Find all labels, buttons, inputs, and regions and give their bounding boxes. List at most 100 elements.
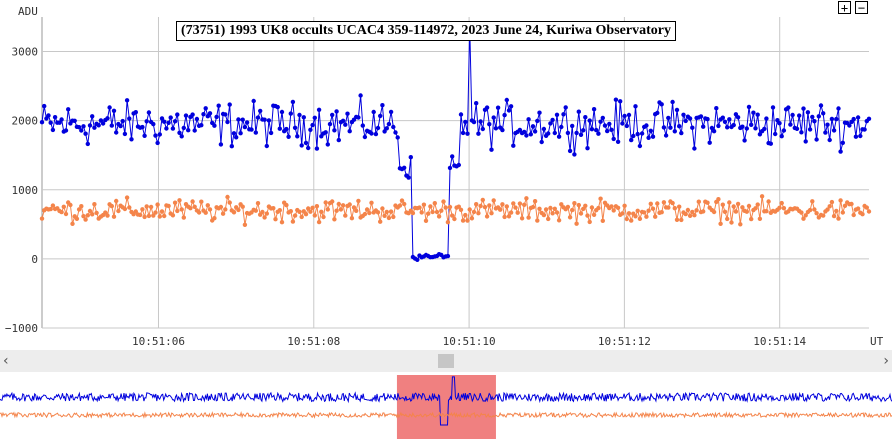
data-point — [794, 126, 800, 131]
data-point — [836, 216, 841, 221]
scroll-right-icon[interactable]: › — [883, 353, 889, 369]
data-point — [465, 218, 470, 223]
data-point — [727, 200, 732, 205]
data-point — [334, 109, 339, 114]
data-point — [388, 209, 394, 214]
data-point — [476, 211, 481, 216]
data-point — [615, 139, 621, 144]
data-point — [594, 127, 599, 133]
data-point — [718, 221, 723, 226]
data-point — [766, 199, 771, 204]
data-point — [753, 206, 758, 211]
data-point — [757, 132, 763, 137]
data-point — [690, 209, 695, 215]
series-line — [41, 25, 870, 261]
data-point — [306, 145, 311, 151]
data-point — [618, 99, 623, 104]
data-point — [76, 207, 82, 212]
data-point — [122, 131, 128, 137]
data-point — [236, 117, 241, 122]
data-point — [61, 204, 66, 209]
data-point — [111, 108, 117, 114]
data-point — [286, 134, 291, 139]
data-point — [495, 105, 501, 110]
series-2 — [39, 194, 872, 227]
data-point — [746, 104, 752, 110]
data-point — [576, 202, 581, 208]
x-tick-label: 10:51:06 — [132, 335, 185, 348]
data-point — [458, 112, 464, 117]
data-point — [585, 213, 590, 218]
data-point — [620, 121, 625, 126]
data-point — [812, 119, 817, 124]
zoom-out-button[interactable]: − — [855, 1, 868, 14]
data-point — [746, 203, 752, 209]
data-point — [517, 127, 523, 133]
data-point — [369, 200, 374, 205]
data-point — [764, 116, 769, 121]
data-point — [391, 214, 396, 220]
data-point — [319, 209, 324, 214]
data-point — [201, 112, 206, 117]
scroll-left-icon[interactable]: ‹ — [3, 353, 9, 369]
scroll-thumb[interactable] — [438, 354, 454, 368]
data-point — [504, 204, 509, 209]
data-point — [364, 207, 370, 212]
data-point — [142, 214, 147, 220]
data-point — [587, 219, 592, 225]
data-point — [851, 212, 856, 218]
zoom-in-button[interactable]: + — [838, 1, 851, 14]
data-point — [153, 133, 158, 138]
data-point — [779, 200, 784, 206]
data-point — [626, 112, 632, 118]
data-point — [576, 109, 581, 114]
data-point — [205, 203, 210, 208]
data-point — [847, 123, 852, 128]
data-point — [539, 139, 544, 145]
data-point — [445, 220, 451, 225]
data-point — [591, 107, 597, 112]
data-point — [729, 220, 734, 225]
data-point — [742, 138, 747, 143]
data-point — [144, 204, 149, 209]
data-point — [68, 202, 73, 208]
data-point — [72, 118, 77, 124]
horizontal-scrollbar[interactable]: ‹ › — [0, 350, 892, 372]
data-point — [469, 216, 475, 221]
data-point — [814, 211, 819, 216]
data-point — [773, 131, 778, 137]
data-point — [801, 216, 806, 221]
data-point — [524, 133, 529, 138]
data-point — [380, 103, 385, 108]
data-point — [415, 257, 420, 262]
data-point — [511, 143, 516, 148]
data-point — [116, 208, 121, 214]
data-point — [504, 97, 509, 103]
data-point — [458, 207, 464, 212]
data-point — [559, 124, 564, 130]
overview-navigator[interactable] — [0, 372, 892, 442]
data-point — [303, 212, 309, 217]
data-point — [556, 218, 562, 223]
data-point — [90, 114, 95, 119]
data-point — [644, 214, 649, 219]
data-point — [79, 128, 84, 133]
data-point — [858, 133, 863, 139]
data-point — [395, 135, 400, 140]
data-point — [851, 116, 856, 122]
data-point — [570, 207, 575, 213]
data-point — [220, 211, 226, 216]
data-point — [720, 115, 725, 120]
data-point — [786, 105, 791, 110]
data-point — [611, 136, 616, 142]
data-point — [701, 124, 706, 129]
data-point — [744, 126, 749, 131]
data-point — [530, 204, 536, 210]
data-point — [755, 202, 760, 207]
data-point — [284, 202, 289, 208]
data-point — [727, 117, 732, 122]
data-point — [565, 130, 571, 136]
data-point — [626, 211, 632, 216]
data-point — [327, 121, 333, 127]
